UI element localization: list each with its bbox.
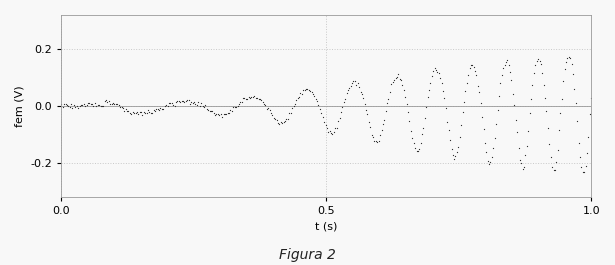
Text: Figura 2: Figura 2 (279, 248, 336, 262)
X-axis label: t (s): t (s) (315, 222, 338, 231)
Y-axis label: fem (V): fem (V) (15, 85, 25, 127)
